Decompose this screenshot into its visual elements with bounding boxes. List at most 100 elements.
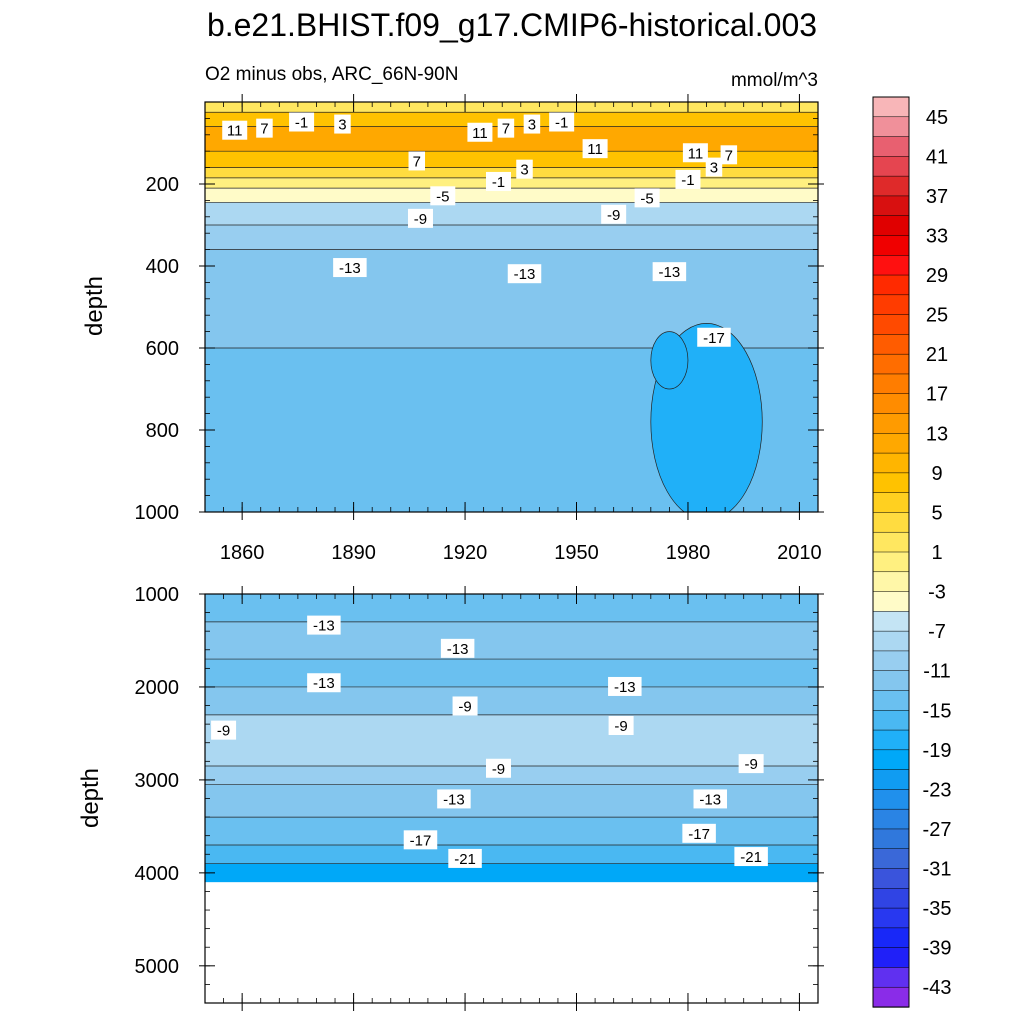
- colorbar-swatch: [872, 96, 910, 118]
- contour-label: 11: [222, 120, 248, 140]
- contour-label: -1: [549, 112, 575, 132]
- contour-label: -9: [485, 758, 511, 778]
- colorbar-label: -15: [923, 700, 952, 722]
- contour-band: [205, 686, 818, 715]
- contour-band: [205, 177, 818, 189]
- colorbar-swatch: [872, 789, 910, 810]
- colorbar-label: 5: [931, 502, 942, 524]
- svg-text:-17: -17: [703, 330, 725, 347]
- y-tick-label: 200: [146, 174, 179, 196]
- svg-text:-1: -1: [555, 115, 568, 132]
- colorbar-label: -43: [923, 977, 952, 999]
- colorbar-label: 17: [926, 384, 948, 406]
- x-tick-label: 1980: [666, 542, 711, 564]
- colorbar-swatch: [872, 512, 910, 533]
- colorbar-swatch: [872, 136, 910, 157]
- colorbar-swatch: [872, 334, 910, 355]
- svg-text:-9: -9: [492, 761, 505, 778]
- svg-text:-9: -9: [614, 718, 627, 735]
- contour-band: [205, 817, 818, 845]
- contour-label: -13: [307, 673, 341, 693]
- svg-text:-17: -17: [688, 826, 710, 843]
- contour-label: -13: [608, 676, 642, 696]
- svg-text:-1: -1: [492, 174, 505, 191]
- svg-text:-5: -5: [436, 188, 449, 205]
- contour-label: -1: [289, 112, 315, 132]
- svg-text:11: 11: [587, 141, 603, 158]
- contour-patch: [650, 331, 689, 390]
- colorbar-swatch: [872, 591, 910, 612]
- colorbar-swatch: [872, 611, 910, 632]
- colorbar-label: 29: [926, 265, 948, 287]
- colorbar-swatch: [872, 769, 910, 791]
- contour-band: [205, 188, 818, 203]
- colorbar: 45 41 37 33 29 25 21 17 13 9 5 1 -3 -7 -11 -15 -19 -23 -27…: [872, 96, 952, 1008]
- contour-label: 3: [523, 114, 541, 134]
- colorbar-swatch: [872, 156, 910, 177]
- y-tick-label: 1000: [135, 502, 180, 524]
- contour-label: -21: [448, 848, 482, 868]
- colorbar-swatch: [872, 907, 910, 929]
- contour-label: -5: [634, 188, 660, 208]
- svg-text:-13: -13: [659, 264, 681, 281]
- svg-text:-9: -9: [458, 698, 471, 715]
- lower-ylabel: depth: [77, 768, 104, 828]
- colorbar-label: 9: [931, 463, 942, 485]
- svg-text:-17: -17: [410, 832, 432, 849]
- x-tick-label: 1950: [554, 542, 599, 564]
- colorbar-label: 33: [926, 225, 948, 247]
- y-tick-label: 600: [146, 338, 179, 360]
- contour-band: [205, 863, 818, 883]
- contour-label: -13: [652, 262, 687, 282]
- colorbar-swatch: [872, 492, 910, 514]
- contour-label: -13: [307, 615, 341, 635]
- colorbar-swatch: [872, 670, 910, 692]
- colorbar-label: 13: [926, 423, 948, 445]
- colorbar-label: -39: [923, 938, 952, 960]
- y-tick-label: 5000: [135, 956, 180, 978]
- colorbar-label: -19: [923, 740, 952, 762]
- x-tick-label: 1890: [331, 542, 376, 564]
- contour-label: -9: [738, 754, 764, 774]
- colorbar-swatch: [872, 927, 910, 949]
- colorbar-swatch: [872, 848, 910, 870]
- contour-label: -13: [440, 638, 475, 658]
- colorbar-swatch: [872, 393, 910, 415]
- contour-label: 3: [334, 114, 351, 134]
- colorbar-swatch: [872, 116, 910, 138]
- svg-text:11: 11: [227, 123, 243, 140]
- svg-text:-13: -13: [313, 618, 335, 635]
- colorbar-label: 45: [926, 107, 948, 129]
- upper-ylabel: depth: [81, 276, 108, 336]
- svg-text:3: 3: [528, 117, 536, 134]
- y-tick-label: 2000: [135, 677, 180, 699]
- colorbar-swatch: [872, 314, 910, 336]
- colorbar-swatch: [872, 650, 910, 672]
- contour-label: -1: [675, 169, 701, 189]
- lower-panel: -13 -13 -13 -13 -9 -9 -9 -9 -9 -13 -13 -17 -17 -21 -21…: [135, 584, 824, 1011]
- contour-band: [205, 844, 818, 864]
- colorbar-label: 37: [926, 186, 948, 208]
- colorbar-swatch: [872, 294, 910, 316]
- svg-text:-9: -9: [607, 207, 620, 224]
- colorbar-swatch: [872, 868, 910, 889]
- svg-text:7: 7: [413, 153, 421, 170]
- contour-band: [205, 659, 818, 687]
- contour-label: -13: [507, 264, 542, 284]
- upper-panel: 11 7 -1 3 11 7 3 -111 11 77 3 3-1 -1-5 -5-9 -9-13 -13 -1…: [135, 94, 824, 564]
- svg-text:11: 11: [472, 125, 488, 142]
- svg-text:-9: -9: [414, 211, 427, 228]
- svg-text:-1: -1: [681, 172, 694, 189]
- colorbar-label: 25: [926, 305, 948, 327]
- svg-text:7: 7: [260, 121, 268, 138]
- colorbar-swatch: [872, 235, 910, 256]
- contour-label: -17: [403, 830, 438, 850]
- colorbar-swatch: [872, 729, 910, 751]
- colorbar-swatch: [872, 710, 910, 731]
- contour-label: -9: [608, 715, 634, 735]
- contour-label: 11: [582, 139, 608, 159]
- contour-band: [205, 202, 818, 225]
- y-tick-label: 3000: [135, 770, 180, 792]
- colorbar-label: 1: [931, 542, 942, 564]
